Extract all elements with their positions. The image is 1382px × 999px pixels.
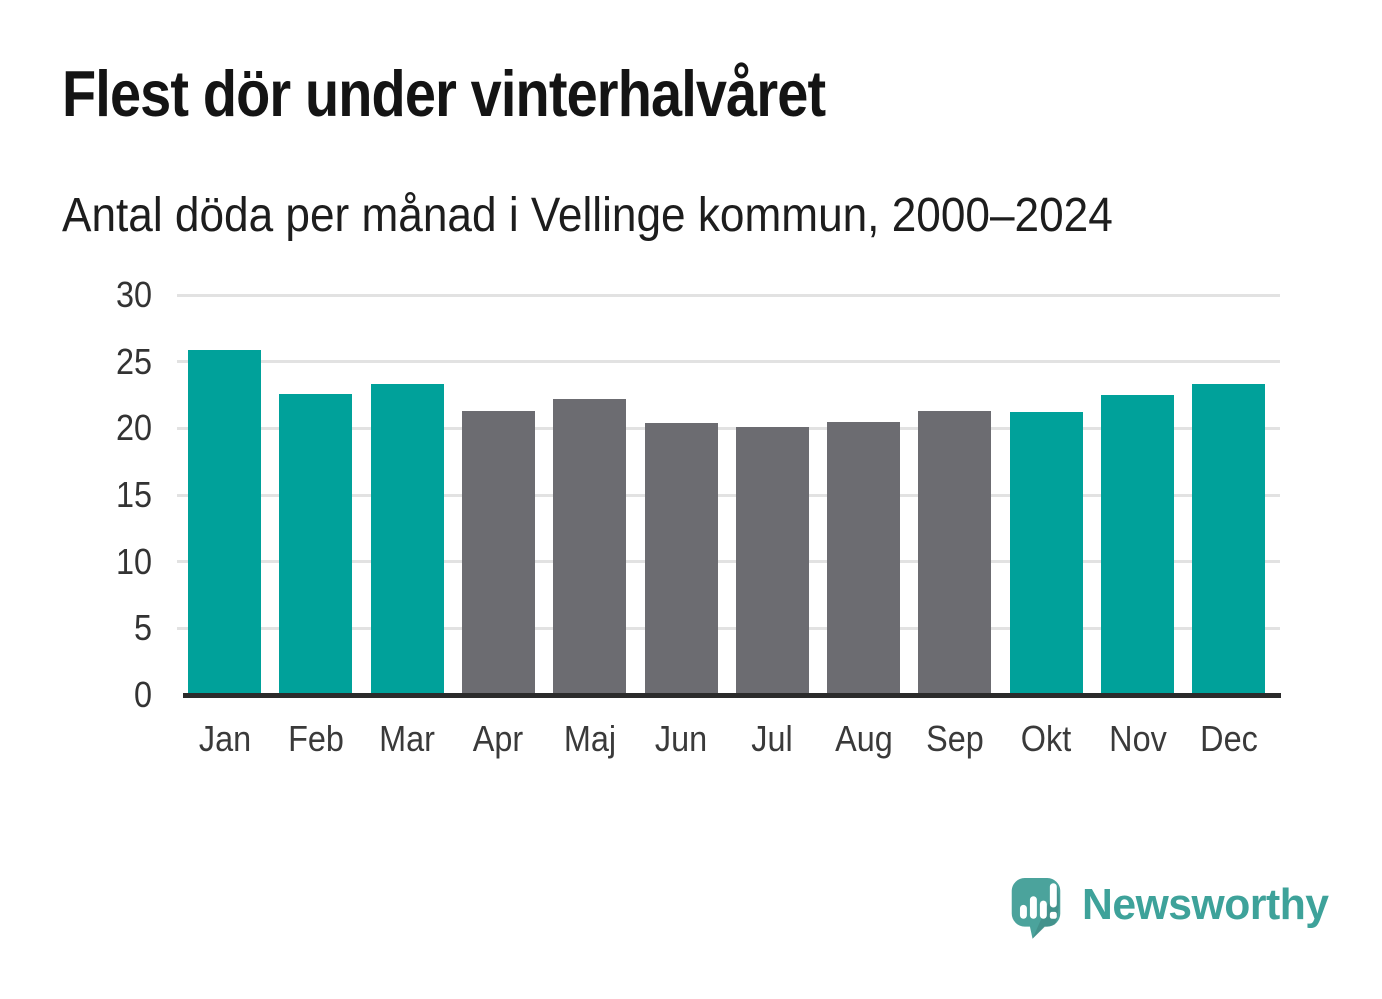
y-axis-tick-label: 0 [133, 674, 152, 715]
newsworthy-wordmark: Newsworthy [1082, 880, 1329, 929]
bar-dec [1192, 384, 1266, 695]
x-axis-tick-label: Feb [287, 718, 344, 759]
gridline [177, 293, 1280, 297]
bar-apr [461, 411, 535, 695]
x-axis-tick-label: Jul [751, 718, 794, 759]
bar-mar [370, 384, 444, 695]
x-axis-tick-label: Aug [834, 718, 893, 759]
x-axis-tick-label: Jan [198, 718, 251, 759]
speech-bubble-bar-chart-icon [1011, 878, 1061, 939]
y-axis-tick-label: 30 [115, 274, 152, 315]
x-axis-tick-label: Okt [1020, 718, 1072, 759]
bar-aug [827, 421, 901, 695]
gridline [177, 426, 1280, 430]
y-axis-tick-label: 20 [115, 407, 152, 449]
y-axis-tick-label: 25 [115, 340, 152, 382]
gridline [177, 360, 1280, 364]
bar-jul [735, 427, 809, 695]
chart-title: Flest dör under vinterhalvåret [62, 57, 826, 130]
x-axis-tick-label: Nov [1108, 718, 1167, 759]
bar-nov [1101, 395, 1174, 695]
bar-sep [918, 411, 992, 695]
y-axis-tick-label: 10 [115, 540, 152, 582]
x-axis-tick-label: Jun [654, 718, 708, 759]
chart-subtitle: Antal döda per månad i Vellinge kommun, … [62, 189, 1113, 242]
x-axis-tick-label: Mar [379, 718, 435, 759]
bar-jun [644, 423, 718, 695]
x-axis-tick-label: Dec [1199, 718, 1258, 759]
x-axis-tick-label: Apr [473, 718, 524, 759]
bar-jan [188, 349, 261, 695]
y-axis-tick-label: 5 [133, 607, 152, 649]
x-axis-line [183, 693, 1281, 698]
bar-maj [553, 399, 627, 695]
gridline [177, 493, 1280, 497]
gridline [177, 626, 1280, 630]
bar-feb [279, 393, 353, 695]
x-axis-tick-label: Maj [563, 718, 616, 759]
y-axis-tick-label: 15 [115, 474, 152, 515]
x-axis-tick-label: Sep [926, 718, 984, 759]
bar-okt [1009, 412, 1083, 695]
newsworthy-logo: Newsworthy [1010, 876, 1336, 939]
gridline [177, 560, 1280, 564]
